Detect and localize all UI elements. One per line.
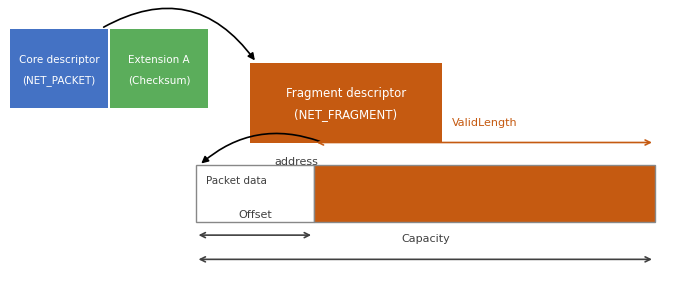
FancyBboxPatch shape (196, 165, 314, 222)
Text: Core descriptor: Core descriptor (19, 55, 99, 66)
FancyBboxPatch shape (314, 165, 655, 222)
Text: Capacity: Capacity (401, 234, 450, 245)
FancyBboxPatch shape (250, 63, 442, 142)
FancyBboxPatch shape (10, 28, 108, 108)
FancyBboxPatch shape (110, 28, 208, 108)
Text: (NET_PACKET): (NET_PACKET) (22, 75, 96, 86)
Text: (NET_FRAGMENT): (NET_FRAGMENT) (294, 108, 398, 121)
Text: Fragment descriptor: Fragment descriptor (286, 87, 406, 99)
Text: Offset: Offset (238, 210, 271, 220)
Text: address: address (274, 157, 318, 168)
Text: ValidLength: ValidLength (452, 117, 517, 128)
Text: (Checksum): (Checksum) (128, 75, 190, 86)
Text: Packet data: Packet data (206, 176, 267, 186)
Text: Extension A: Extension A (128, 55, 190, 66)
